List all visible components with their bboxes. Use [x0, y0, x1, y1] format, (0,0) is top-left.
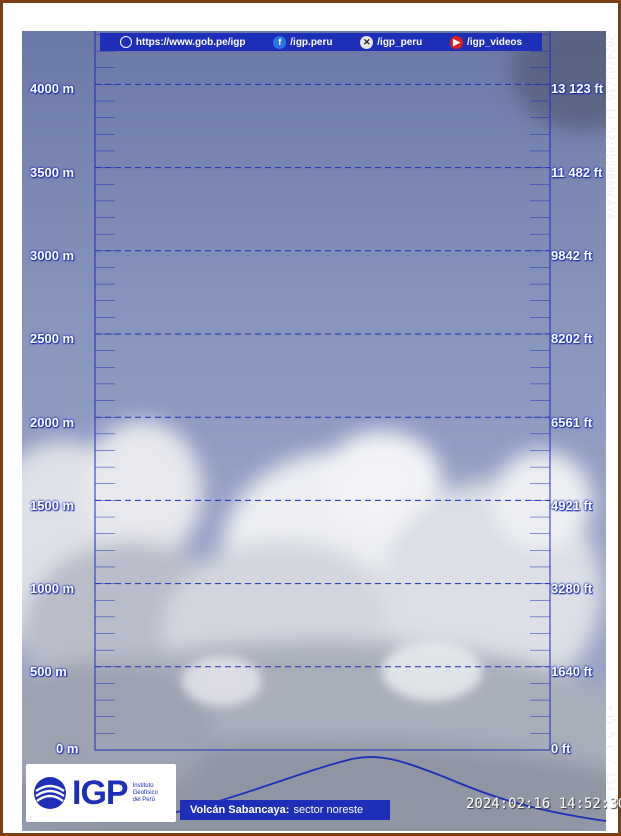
altitude-label-m: 2000 m — [30, 415, 75, 430]
mountain-ridge — [171, 756, 606, 822]
altitude-label-ft: 1640 ft — [551, 664, 593, 679]
igp-logo-mark — [34, 777, 66, 809]
website-link[interactable]: https://www.gob.pe/igp — [119, 36, 246, 48]
x-link[interactable]: ✕ /igp_peru — [360, 35, 423, 49]
altitude-label-m: 1000 m — [30, 581, 75, 596]
youtube-text: /igp_videos — [467, 36, 523, 48]
altitude-label-m: 4000 m — [30, 81, 75, 96]
logo-subtitle: Instituto Geofísico del Perú — [133, 783, 158, 804]
altitude-label-m: 3500 m — [30, 165, 75, 180]
altitude-label-m: 0 m — [56, 741, 79, 756]
altitude-label-m: 500 m — [30, 664, 67, 679]
x-icon: ✕ — [360, 35, 374, 49]
facebook-link[interactable]: f /igp.peru — [273, 35, 333, 49]
altitude-ruler — [94, 31, 551, 751]
altitude-label-ft: 4921 ft — [551, 498, 593, 513]
youtube-link[interactable]: ▶ /igp_videos — [450, 35, 523, 49]
webcam-photo — [22, 31, 606, 831]
altitude-label-ft: 13 123 ft — [551, 81, 604, 96]
facebook-icon: f — [273, 35, 287, 49]
altitude-label-ft: 6561 ft — [551, 415, 593, 430]
logo-subtitle-line: Geofísico — [132, 789, 158, 796]
youtube-icon: ▶ — [450, 35, 464, 49]
capture-timestamp: 2024:02:16 14:52:30 — [466, 796, 621, 812]
facebook-text: /igp.peru — [290, 36, 333, 48]
header-bar: https://www.gob.pe/igp f /igp.peru ✕ /ig… — [100, 33, 542, 51]
logo-word: IGP — [72, 773, 129, 812]
logo-subtitle-line: Instituto — [132, 782, 154, 789]
altitude-label-m: 2500 m — [30, 331, 75, 346]
altitude-label-ft: 11 482 ft — [551, 165, 603, 180]
altitude-label-ft: 0 ft — [551, 741, 571, 756]
altitude-label-ft: 8202 ft — [551, 331, 593, 346]
temperature-stamp: +35.5 C / 134 — [604, 705, 617, 792]
x-text: /igp_peru — [377, 36, 423, 48]
globe-icon — [119, 36, 132, 48]
igp-logo: IGP Instituto Geofísico del Perú — [26, 764, 176, 822]
cloud-layer — [22, 31, 606, 831]
website-text: https://www.gob.pe/igp — [135, 36, 246, 48]
altitude-label-ft: 3280 ft — [551, 581, 593, 596]
logo-subtitle-line: del Perú — [132, 796, 155, 803]
volcano-caption: Volcán Sabancaya: sector noreste — [180, 800, 390, 820]
altitude-label-m: 1500 m — [30, 498, 75, 513]
volcano-name: Volcán Sabancaya: — [190, 804, 290, 816]
volcano-sector: sector noreste — [293, 804, 364, 816]
altitude-label-ft: 9842 ft — [551, 248, 593, 263]
altitude-label-m: 3000 m — [30, 248, 75, 263]
vertical-date-stamp: 2024/02/16 14:52:05SABANCAYA — [604, 34, 617, 220]
